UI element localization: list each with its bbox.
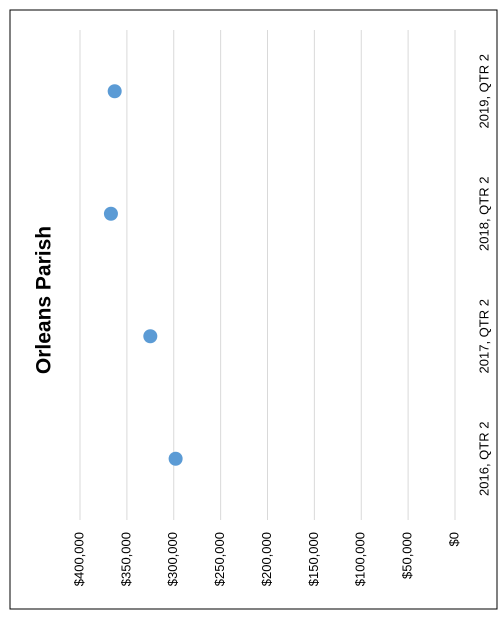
y-tick-label: $350,000: [118, 532, 133, 586]
data-point: [143, 329, 158, 344]
y-tick-label: $0: [446, 532, 461, 546]
x-tick-label: 2018, QTR 2: [476, 177, 491, 251]
chart-title: Orleans Parish: [33, 226, 56, 374]
y-tick-label: $400,000: [71, 532, 86, 586]
x-tick-label: 2019, QTR 2: [476, 54, 491, 128]
data-point: [103, 206, 118, 221]
data-point: [107, 84, 122, 99]
y-tick-label: $100,000: [353, 532, 368, 586]
x-tick-label: 2016, QTR 2: [476, 422, 491, 496]
y-tick-label: $200,000: [259, 532, 274, 586]
x-tick-label: 2017, QTR 2: [476, 299, 491, 373]
y-tick-label: $300,000: [165, 532, 180, 586]
y-tick-label: $50,000: [400, 532, 415, 579]
data-point: [168, 451, 183, 466]
y-tick-label: $250,000: [212, 532, 227, 586]
y-tick-label: $150,000: [306, 532, 321, 586]
chart-border: [9, 9, 498, 610]
